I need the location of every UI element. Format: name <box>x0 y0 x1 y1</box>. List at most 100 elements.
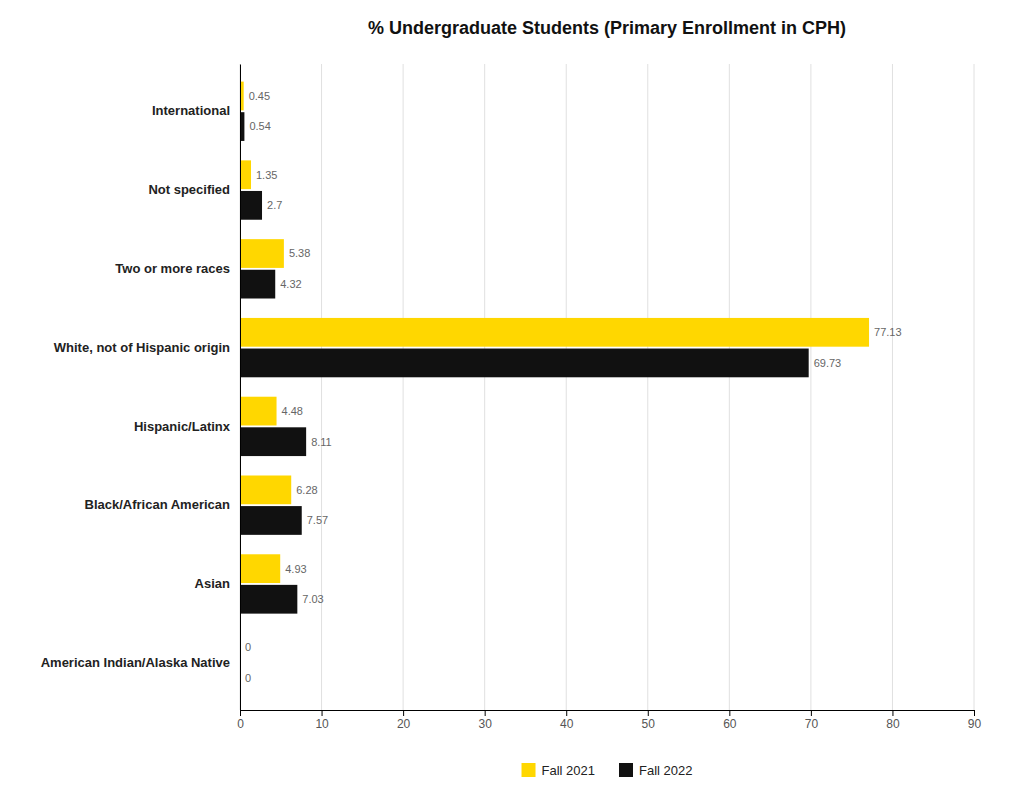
tick-mark <box>892 710 893 716</box>
tick: 30 <box>478 710 492 731</box>
bar <box>240 554 280 583</box>
tick: 20 <box>397 710 411 731</box>
tick-mark <box>403 710 404 716</box>
bar <box>240 585 297 614</box>
data-label: 5.38 <box>289 247 310 259</box>
data-label: 8.11 <box>311 436 332 448</box>
grid <box>240 64 974 710</box>
category-label: American Indian/Alaska Native <box>41 655 230 670</box>
x-axis: 0 10 20 30 40 50 60 70 80 90 <box>237 710 981 731</box>
tick: 10 <box>315 710 329 731</box>
grid-line <box>321 64 322 710</box>
tick-label: 50 <box>642 717 656 731</box>
bar <box>240 191 262 220</box>
tick-label: 40 <box>560 717 574 731</box>
tick: White, not of Hispanic origin <box>54 340 240 355</box>
bar <box>240 349 809 378</box>
tick: 60 <box>723 710 737 731</box>
legend-label: Fall 2022 <box>639 763 692 778</box>
data-label: 0 <box>245 641 251 653</box>
bar <box>240 427 306 456</box>
legend-label: Fall 2021 <box>542 763 595 778</box>
tick-label: 10 <box>315 717 329 731</box>
data-label: 0 <box>245 672 251 684</box>
legend: Fall 2021 Fall 2022 <box>522 763 693 778</box>
tick-label: 60 <box>723 717 737 731</box>
category-label: Two or more races <box>115 261 230 276</box>
data-labels: 04.936.284.4877.135.381.350.4507.037.578… <box>245 90 902 684</box>
tick-label: 70 <box>805 717 819 731</box>
bar <box>240 160 251 189</box>
grid-line <box>892 64 893 710</box>
series <box>240 112 809 613</box>
bar <box>240 506 302 535</box>
data-label: 77.13 <box>874 326 902 338</box>
tick-mark <box>648 710 649 716</box>
chart: % Undergraduate Students (Primary Enroll… <box>0 0 1024 810</box>
grid-line <box>647 64 648 710</box>
data-label: 7.57 <box>307 514 328 526</box>
legend-item: Fall 2022 <box>619 763 692 778</box>
tick-mark <box>240 710 241 716</box>
grid-line <box>240 64 241 710</box>
tick-mark <box>322 710 323 716</box>
data-label: 0.45 <box>249 90 270 102</box>
tick: International <box>152 103 240 118</box>
bar <box>240 318 869 347</box>
tick: Not specified <box>148 182 240 197</box>
tick: Black/African American <box>85 497 240 512</box>
legend-swatch <box>522 763 536 777</box>
axis-line <box>240 65 241 711</box>
category-label: Not specified <box>148 182 230 197</box>
data-label: 2.7 <box>267 199 282 211</box>
grid-line <box>566 64 567 710</box>
tick: American Indian/Alaska Native <box>41 655 240 670</box>
series <box>240 82 869 583</box>
tick: 40 <box>560 710 574 731</box>
category-label: Hispanic/Latinx <box>134 419 231 434</box>
category-label: Black/African American <box>85 497 231 512</box>
bar <box>240 397 277 426</box>
category-label: International <box>152 103 230 118</box>
tick: Asian <box>195 576 240 591</box>
bars <box>240 82 869 614</box>
grid-line <box>403 64 404 710</box>
bar <box>240 270 275 299</box>
legend-item: Fall 2021 <box>522 763 595 778</box>
grid-line <box>729 64 730 710</box>
tick-label: 30 <box>478 717 492 731</box>
tick: Two or more races <box>115 261 240 276</box>
tick-label: 80 <box>886 717 900 731</box>
bar <box>240 239 284 268</box>
axis-line <box>241 711 975 717</box>
data-label: 0.54 <box>249 120 270 132</box>
category-label: White, not of Hispanic origin <box>54 340 230 355</box>
legend-swatch <box>619 763 633 777</box>
grid-line <box>810 64 811 710</box>
tick-mark <box>974 710 975 716</box>
tick-label: 90 <box>968 717 982 731</box>
tick-label: 0 <box>237 717 244 731</box>
data-label: 4.32 <box>280 278 301 290</box>
data-label: 7.03 <box>302 593 323 605</box>
bar <box>240 475 291 504</box>
data-label: 6.28 <box>296 484 317 496</box>
grid-line <box>484 64 485 710</box>
data-label: 1.35 <box>256 169 277 181</box>
title: % Undergraduate Students (Primary Enroll… <box>368 18 846 38</box>
data-label: 4.93 <box>285 563 306 575</box>
tick: 80 <box>886 710 900 731</box>
y-axis: American Indian/Alaska Native Asian Black/… <box>41 65 241 711</box>
tick: Hispanic/Latinx <box>134 419 240 434</box>
data-label: 69.73 <box>814 357 842 369</box>
category-label: Asian <box>195 576 230 591</box>
tick: 0 <box>237 710 244 731</box>
tick: 90 <box>968 710 982 731</box>
plot: 04.936.284.4877.135.381.350.4507.037.578… <box>41 64 982 731</box>
tick: 50 <box>642 710 656 731</box>
grid-line <box>974 64 975 710</box>
tick-label: 20 <box>397 717 411 731</box>
tick-mark <box>729 710 730 716</box>
tick-mark <box>566 710 567 716</box>
tick-mark <box>811 710 812 716</box>
